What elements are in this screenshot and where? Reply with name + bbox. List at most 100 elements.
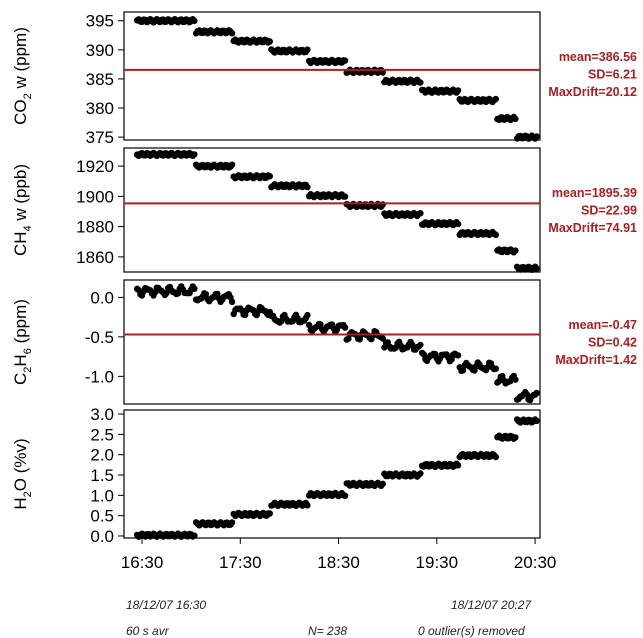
ch4-data-point <box>454 220 462 228</box>
co2-data-point <box>492 95 499 103</box>
co2-data-point <box>228 30 236 37</box>
co2-y-tick-label: 395 <box>86 12 114 31</box>
ch4-y-axis-label-part: CH <box>11 231 30 256</box>
x-tick-label: 17:30 <box>219 553 262 572</box>
h2o-data-point <box>228 519 236 526</box>
h2o-data-point <box>341 492 349 499</box>
ch4-plot-frame <box>123 147 541 273</box>
co2-stat-sd: SD=6.21 <box>588 68 637 82</box>
co2-data-point <box>379 69 386 76</box>
footer-averaging: 60 s avr <box>126 624 169 638</box>
h2o-data-point <box>454 462 462 469</box>
c2h6-data-point <box>512 376 519 383</box>
c2h6-data-point <box>228 298 236 305</box>
x-tick-label: 19:30 <box>416 553 459 572</box>
h2o-y-tick-label: 1.5 <box>90 466 114 485</box>
ch4-data-point <box>266 173 273 180</box>
footer-end-time: 18/12/07 20:27 <box>451 598 532 612</box>
c2h6-stat-mean: mean=-0.47 <box>569 318 637 332</box>
c2h6-data-point <box>305 321 313 329</box>
c2h6-y-tick-label: -1.0 <box>85 367 114 386</box>
ch4-data-point <box>191 151 198 158</box>
co2-stat-mean: mean=386.56 <box>559 50 637 64</box>
footer-count: N= 238 <box>308 624 348 638</box>
co2-stat-maxdrift: MaxDrift=20.12 <box>548 85 637 99</box>
ch4-y-tick-label: 1880 <box>76 218 114 237</box>
ch4-y-axis-label-part: 4 <box>22 225 34 231</box>
ch4-y-axis-label-part: w (ppb) <box>11 164 30 225</box>
h2o-y-tick-label: 1.0 <box>90 486 114 505</box>
c2h6-y-tick-label: -0.5 <box>85 328 114 347</box>
c2h6-data-point <box>417 341 424 349</box>
c2h6-stat-sd: SD=0.42 <box>588 336 637 350</box>
co2-data-point <box>512 115 519 123</box>
c2h6-data-point <box>278 318 285 325</box>
h2o-data-point <box>266 510 273 517</box>
x-tick-label: 20:30 <box>514 553 557 572</box>
c2h6-data-point <box>163 289 170 297</box>
h2o-y-tick-label: 2.0 <box>90 446 114 465</box>
c2h6-data-point <box>202 291 210 298</box>
co2-data-point <box>454 87 462 94</box>
h2o-y-axis-label: H2O (%v) <box>11 438 34 509</box>
h2o-data-point <box>304 502 311 509</box>
ch4-y-tick-label: 1900 <box>76 187 114 206</box>
co2-data-point <box>304 46 311 53</box>
co2-data-point <box>341 57 349 64</box>
c2h6-data-point <box>191 285 198 292</box>
c2h6-data-point <box>454 352 462 359</box>
ch4-data-point <box>304 183 311 191</box>
h2o-data-point <box>533 417 540 425</box>
c2h6-y-axis-label-part: (ppm) <box>11 299 30 348</box>
ch4-stat-mean: mean=1895.39 <box>552 186 637 200</box>
co2-y-tick-label: 390 <box>86 41 114 60</box>
ch4-stat-sd: SD=22.99 <box>581 204 637 218</box>
ch4-data-point <box>341 193 349 200</box>
co2-y-axis-label-part: 2 <box>22 93 34 99</box>
c2h6-y-axis-label-part: C <box>11 373 30 385</box>
ch4-y-axis-label: CH4 w (ppb) <box>11 164 34 256</box>
h2o-y-axis-label-part: 2 <box>22 491 34 497</box>
ch4-data-point <box>417 210 424 217</box>
ch4-data-point <box>228 161 236 168</box>
ch4-data-point <box>512 247 519 254</box>
c2h6-data-point <box>304 311 311 319</box>
h2o-y-tick-label: 0.0 <box>90 527 114 546</box>
h2o-plot-frame <box>123 409 541 539</box>
c2h6-y-axis-label-part: H <box>11 354 30 366</box>
h2o-y-axis-label-part: H <box>11 497 30 509</box>
c2h6-data-point <box>420 351 427 358</box>
footer-start-time: 18/12/07 16:30 <box>126 598 207 612</box>
h2o-data-point <box>417 470 424 477</box>
co2-y-axis-label-part: w (ppm) <box>11 27 30 93</box>
h2o-y-tick-label: 3.0 <box>90 405 114 424</box>
co2-data-point <box>266 38 273 45</box>
c2h6-y-tick-label: 0.0 <box>90 288 114 307</box>
c2h6-data-point <box>459 367 467 374</box>
co2-plot-frame <box>123 11 541 141</box>
co2-y-tick-label: 385 <box>86 70 114 89</box>
h2o-data-point <box>379 480 386 487</box>
c2h6-plot-frame <box>123 279 541 405</box>
c2h6-data-point <box>492 365 499 372</box>
co2-y-tick-label: 380 <box>86 99 114 118</box>
h2o-y-axis-label-part: O (%v) <box>11 438 30 491</box>
c2h6-data-point <box>533 389 540 397</box>
ch4-data-point <box>533 265 540 272</box>
footer-outliers: 0 outlier(s) removed <box>418 624 525 638</box>
h2o-y-tick-label: 2.5 <box>90 425 114 444</box>
c2h6-data-point <box>341 324 349 331</box>
h2o-data-point <box>191 532 198 539</box>
co2-data-point <box>417 79 424 86</box>
c2h6-stat-maxdrift: MaxDrift=1.42 <box>555 353 637 367</box>
c2h6-y-axis-label: C2H6 (ppm) <box>11 299 34 385</box>
c2h6-y-axis-label-part: 6 <box>22 348 34 354</box>
h2o-data-point <box>512 434 519 441</box>
ch4-y-tick-label: 1860 <box>76 248 114 267</box>
x-tick-label: 18:30 <box>317 553 360 572</box>
c2h6-data-point <box>317 321 324 328</box>
h2o-y-tick-label: 0.5 <box>90 507 114 526</box>
x-tick-label: 16:30 <box>121 553 164 572</box>
ch4-data-point <box>379 201 386 208</box>
